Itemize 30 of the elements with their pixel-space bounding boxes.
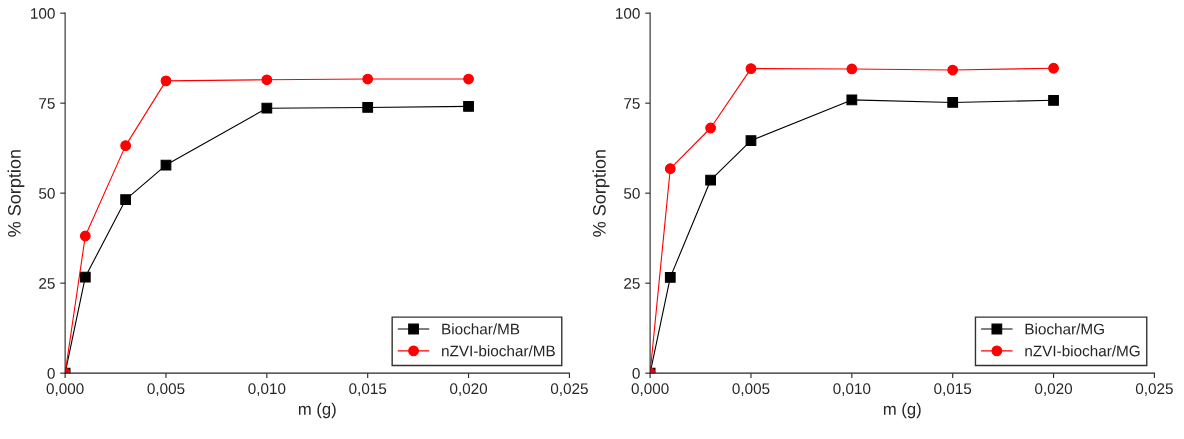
y-axis-title: % Sorption	[7, 150, 25, 237]
x-tick-label: 0,015	[934, 383, 972, 396]
y-axis-title: % Sorption	[592, 150, 610, 237]
y-tick-label: 50	[624, 188, 640, 199]
y-tick-label: 100	[31, 8, 55, 19]
x-tick-label: 0,005	[732, 383, 770, 396]
legend-label: nZVI-biochar/MG	[1025, 345, 1140, 357]
y-tick-label: 100	[616, 8, 640, 19]
y-tick-label: 25	[39, 278, 55, 289]
x-axis-title: m (g)	[298, 402, 336, 419]
legend-label: nZVI-biochar/MB	[442, 345, 555, 357]
x-tick-label: 0,020	[450, 383, 488, 396]
x-tick-label: 0,010	[833, 383, 871, 396]
y-tick-label: 0	[47, 368, 55, 379]
x-axis-title: m (g)	[883, 402, 921, 419]
x-tick-label: 0,015	[349, 383, 387, 396]
x-tick-label: 0,000	[631, 383, 669, 396]
x-tick-label: 0,010	[248, 383, 286, 396]
x-tick-label: 0,025	[550, 383, 588, 396]
x-tick-label: 0,025	[1135, 383, 1173, 396]
y-tick-label: 25	[624, 278, 640, 289]
y-tick-label: 75	[624, 98, 640, 109]
y-tick-label: 50	[39, 188, 55, 199]
y-tick-label: 75	[39, 98, 55, 109]
legend-label: Biochar/MG	[1025, 323, 1104, 335]
x-tick-label: 0,000	[46, 383, 84, 396]
x-tick-label: 0,020	[1035, 383, 1073, 396]
x-tick-label: 0,005	[147, 383, 185, 396]
y-tick-label: 0	[632, 368, 640, 379]
legend-label: Biochar/MB	[442, 323, 520, 335]
